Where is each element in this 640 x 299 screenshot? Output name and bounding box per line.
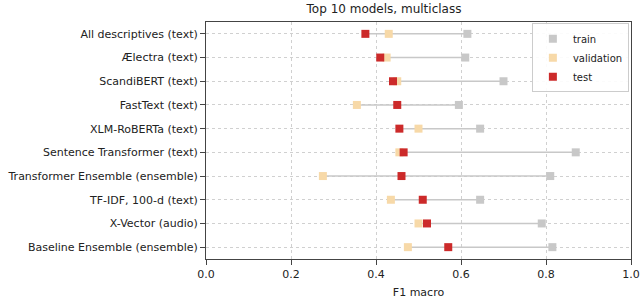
svg-text:0.2: 0.2 [282, 268, 300, 281]
svg-text:1.0: 1.0 [622, 268, 640, 281]
svg-text:test: test [573, 72, 592, 83]
svg-text:Ælectra (text): Ælectra (text) [122, 51, 198, 64]
svg-text:FastText (text): FastText (text) [120, 99, 198, 112]
svg-text:0.8: 0.8 [537, 268, 555, 281]
svg-text:Sentence Transformer (text): Sentence Transformer (text) [43, 146, 198, 159]
svg-text:ScandiBERT (text): ScandiBERT (text) [99, 75, 198, 88]
svg-text:Baseline Ensemble (ensemble): Baseline Ensemble (ensemble) [28, 241, 198, 254]
svg-text:All descriptives (text): All descriptives (text) [80, 28, 197, 41]
svg-text:validation: validation [573, 53, 622, 64]
svg-text:Transformer Ensemble (ensemble: Transformer Ensemble (ensemble) [8, 170, 198, 183]
svg-text:TF-IDF, 100-d (text): TF-IDF, 100-d (text) [89, 194, 198, 207]
svg-text:0.4: 0.4 [367, 268, 385, 281]
svg-text:0.0: 0.0 [197, 268, 215, 281]
svg-text:Top 10 models, multiclass: Top 10 models, multiclass [306, 2, 462, 16]
svg-text:0.6: 0.6 [452, 268, 470, 281]
svg-text:F1 macro: F1 macro [393, 286, 445, 299]
svg-text:train: train [573, 34, 596, 45]
svg-text:X-Vector (audio): X-Vector (audio) [110, 217, 198, 230]
svg-text:XLM-RoBERTa (text): XLM-RoBERTa (text) [90, 122, 198, 135]
